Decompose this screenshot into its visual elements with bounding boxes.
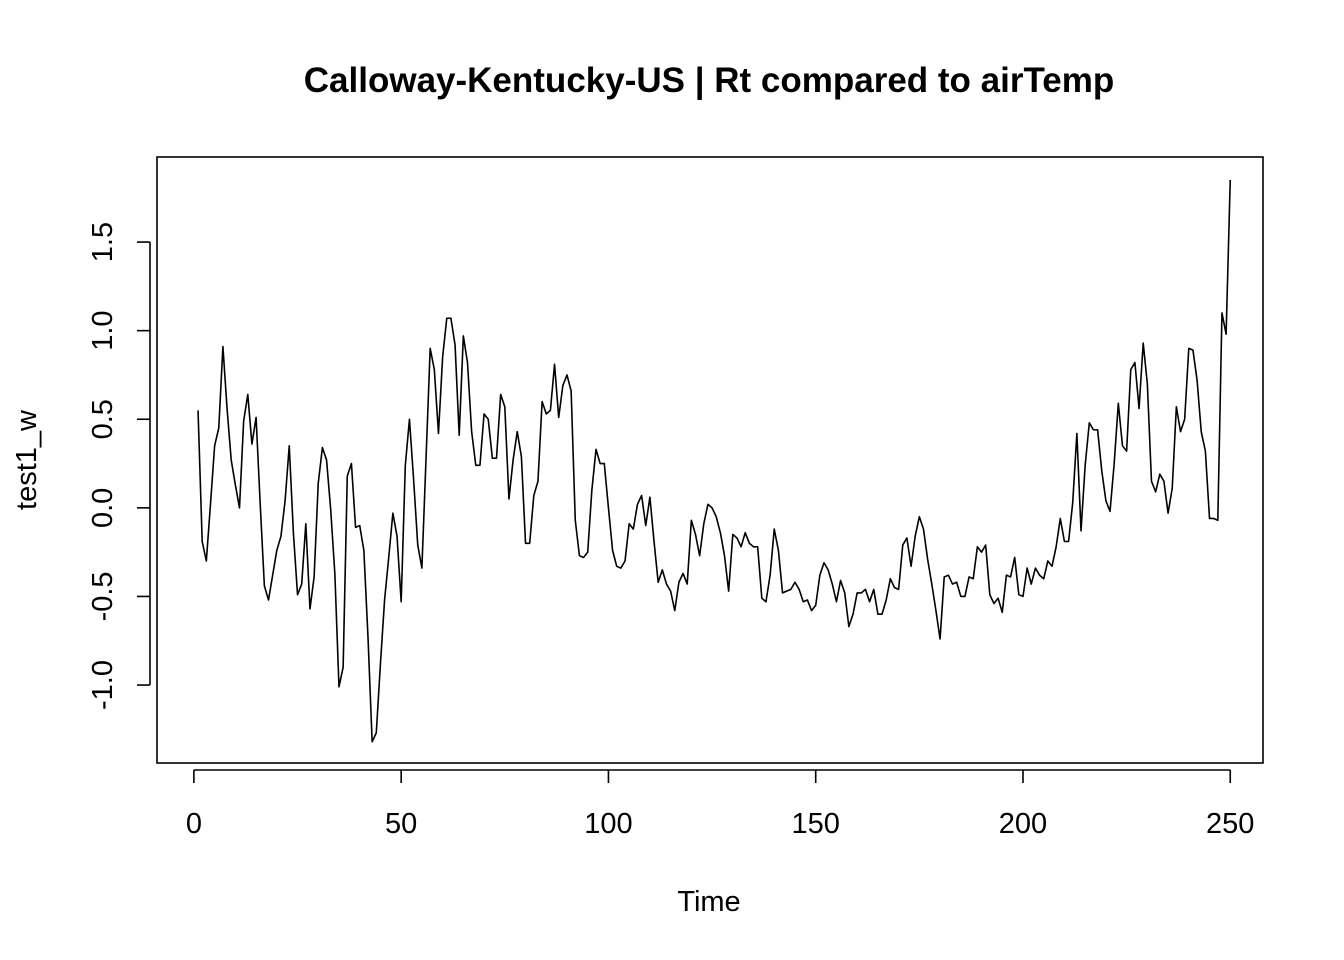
series-line <box>197 180 1232 743</box>
x-tick-label: 0 <box>186 808 202 840</box>
y-tick-label: 1.0 <box>87 310 119 350</box>
x-tick-label: 50 <box>385 808 417 840</box>
x-tick-label: 200 <box>999 808 1047 840</box>
chart-title: Calloway-Kentucky-US | Rt compared to ai… <box>304 61 1114 100</box>
y-tick-label: -0.5 <box>87 571 119 621</box>
x-axis-label: Time <box>677 886 740 918</box>
x-tick-label: 100 <box>584 808 632 840</box>
x-axis: 0 50 100 150 200 250 <box>186 769 1254 840</box>
y-tick-label: 0.5 <box>87 399 119 439</box>
y-axis-label: test1_w <box>11 409 43 510</box>
y-axis: -1.0 -0.5 0.0 0.5 1.0 1.5 <box>87 222 151 710</box>
x-tick-label: 250 <box>1206 808 1254 840</box>
x-tick-label: 150 <box>792 808 840 840</box>
plot-frame <box>156 156 1264 764</box>
y-tick-label: 0.0 <box>87 488 119 528</box>
y-tick-label: -1.0 <box>87 660 119 710</box>
y-tick-label: 1.5 <box>87 222 119 262</box>
